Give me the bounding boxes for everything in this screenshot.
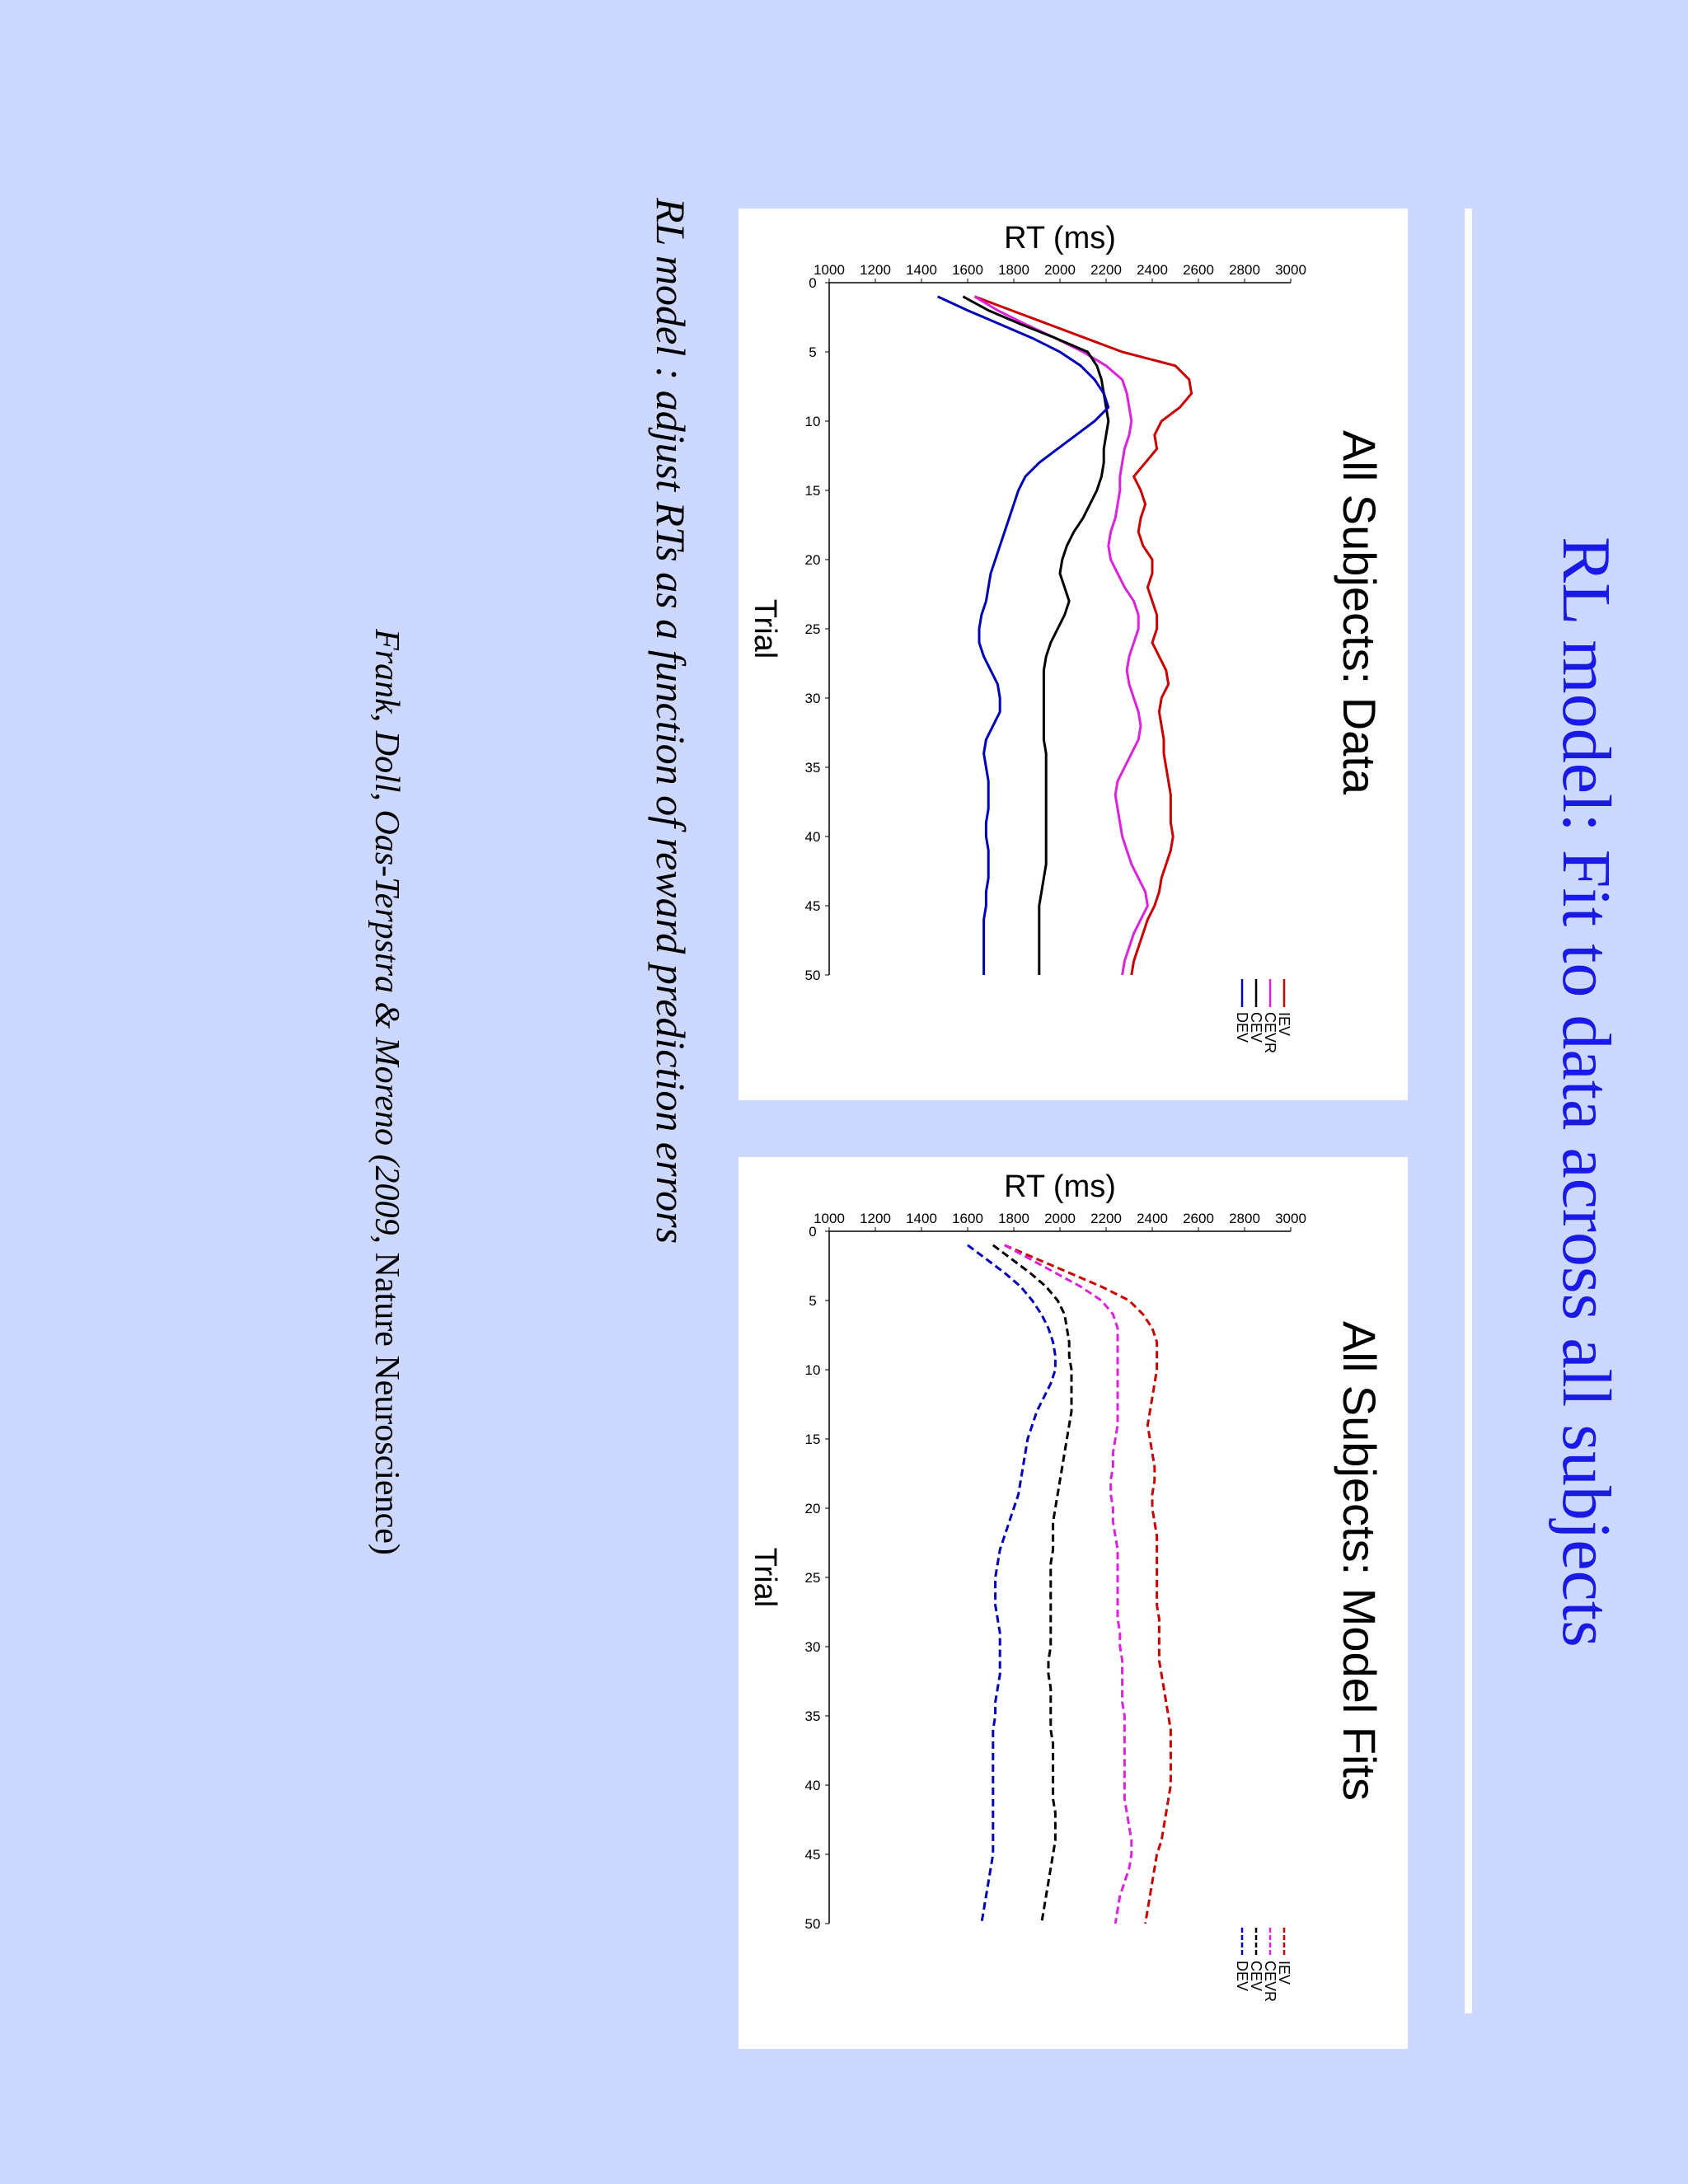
chart1-x-tick-label: 20 <box>805 1501 821 1516</box>
chart0-series-cevr-line <box>973 295 1149 976</box>
chart0-x-tick-label: 10 <box>805 414 821 429</box>
chart1-y-tick-label: 3000 <box>1275 1211 1306 1226</box>
slide-caption: RL model : adjust RTs as a function of r… <box>648 198 694 1244</box>
chart1-legend-label-iev: IEV <box>1276 1961 1292 1985</box>
chart0-x-tick-label: 25 <box>805 621 821 637</box>
chart1-y-tick-label: 1200 <box>860 1211 891 1226</box>
chart0-legend-label-dev: DEV <box>1234 1012 1250 1043</box>
chart1-x-tick-label: 35 <box>805 1708 821 1724</box>
chart0-legend-label-cev: CEV <box>1248 1012 1264 1043</box>
chart0-title: All Subjects: Data <box>1334 430 1386 795</box>
chart0-y-tick-label: 1200 <box>860 262 891 278</box>
chart0-x-tick-label: 40 <box>805 829 821 845</box>
chart0-x-tick-label: 30 <box>805 691 821 706</box>
chart1-y-tick-label: 2000 <box>1044 1211 1076 1226</box>
citation: Frank, Doll, Oas-Terpstra & Moreno (2009… <box>364 0 409 2184</box>
chart1-y-tick-label: 2600 <box>1183 1211 1214 1226</box>
chart1-y-tick-label: 1800 <box>998 1211 1029 1226</box>
chart0-y-tick-label: 1400 <box>906 262 937 278</box>
chart1-x-tick-label: 40 <box>805 1778 821 1793</box>
chart1-x-tick-label: 0 <box>809 1224 816 1240</box>
citation-authors: Frank, Doll, Oas-Terpstra & Moreno (2009… <box>368 629 406 1253</box>
chart1-series-cev-line <box>992 1244 1073 1924</box>
chart0-x-tick-label: 45 <box>805 898 821 914</box>
model-fits-chart-panel: All Subjects: Model Fits Trial RT (ms) 1000… <box>738 1157 1408 2049</box>
chart1-y-axis-label: RT (ms) <box>1004 1169 1116 1204</box>
chart1-y-tick-label: 2400 <box>1137 1211 1168 1226</box>
chart1-series-cevr-line <box>1004 1244 1133 1924</box>
chart1-x-tick-label: 50 <box>805 1916 821 1932</box>
chart0-legend-label-iev: IEV <box>1276 1012 1292 1036</box>
chart1-y-tick-label: 1600 <box>952 1211 983 1226</box>
chart1-x-tick-label: 45 <box>805 1847 821 1863</box>
chart0-legend-label-cevr: CEVR <box>1262 1012 1278 1053</box>
chart1-series-iev-line <box>1004 1244 1172 1924</box>
chart1-x-tick-label: 10 <box>805 1362 821 1378</box>
chart0-y-axis-label: RT (ms) <box>1004 221 1116 255</box>
chart0-x-tick-label: 0 <box>809 275 816 291</box>
data-chart: All Subjects: Data Trial RT (ms) 1000 1200 14… <box>748 221 1386 1053</box>
chart1-legend-label-cevr: CEVR <box>1262 1961 1278 2002</box>
chart1-y-tick-label: 2800 <box>1229 1211 1260 1226</box>
chart1-series-dev-line <box>967 1244 1057 1924</box>
data-chart-panel: All Subjects: Data Trial RT (ms) 1000 1200 14… <box>738 209 1408 1100</box>
chart1-x-tick-label: 30 <box>805 1639 821 1655</box>
chart1-x-tick-label: 25 <box>805 1570 821 1586</box>
chart0-x-axis-label: Trial <box>748 599 782 658</box>
chart1-legend-label-cev: CEV <box>1248 1961 1264 1991</box>
chart0-y-tick-label: 1600 <box>952 262 983 278</box>
chart0-y-tick-label: 1800 <box>998 262 1029 278</box>
chart0-series-cev-line <box>962 295 1110 975</box>
chart0-y-tick-label: 2400 <box>1137 262 1168 278</box>
chart1-x-axis-label: Trial <box>748 1548 782 1607</box>
chart0-series-iev-line <box>973 295 1193 976</box>
chart0-y-tick-label: 1000 <box>814 262 845 278</box>
title-divider <box>1465 209 1472 2013</box>
chart1-legend-label-dev: DEV <box>1234 1961 1250 1991</box>
chart0-y-tick-label: 2800 <box>1229 262 1260 278</box>
citation-journal: Nature Neuroscience) <box>368 1252 406 1555</box>
chart0-y-tick-label: 3000 <box>1275 262 1306 278</box>
chart0-y-tick-label: 2600 <box>1183 262 1214 278</box>
chart1-y-tick-label: 1400 <box>906 1211 937 1226</box>
chart0-x-tick-label: 5 <box>809 344 816 360</box>
model-fits-chart: All Subjects: Model Fits Trial RT (ms) 1000… <box>748 1169 1386 2002</box>
chart1-y-tick-label: 1000 <box>814 1211 845 1226</box>
chart1-y-tick-label: 2200 <box>1090 1211 1122 1226</box>
chart0-y-tick-label: 2200 <box>1090 262 1122 278</box>
chart0-x-tick-label: 35 <box>805 760 821 776</box>
slide-title: RL model: Fit to data across all subject… <box>1548 537 1625 1647</box>
chart0-x-tick-label: 15 <box>805 483 821 499</box>
chart1-x-tick-label: 5 <box>809 1293 816 1309</box>
chart1-title: All Subjects: Model Fits <box>1334 1321 1386 1801</box>
chart1-x-tick-label: 15 <box>805 1432 821 1447</box>
chart0-series-dev-line <box>936 295 1110 975</box>
chart0-y-tick-label: 2000 <box>1044 262 1076 278</box>
chart0-x-tick-label: 50 <box>805 968 821 983</box>
chart0-x-tick-label: 20 <box>805 552 821 568</box>
